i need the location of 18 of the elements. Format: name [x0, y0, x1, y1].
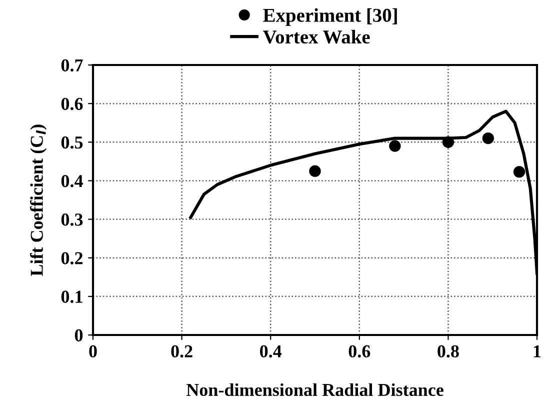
- legend-label: Vortex Wake: [263, 30, 370, 44]
- x-tick-label: 0: [89, 345, 97, 358]
- legend-label: Experiment [30]: [263, 8, 397, 26]
- y-tick-label: 0.2: [61, 252, 82, 264]
- y-tick-label: 0.5: [61, 136, 83, 149]
- x-tick-label: 0.4: [260, 345, 282, 358]
- y-tick-label: 0.4: [61, 174, 83, 188]
- y-tick-label: 0: [74, 329, 83, 342]
- y-tick-label: 0.1: [61, 290, 82, 303]
- y-axis-title: Lift Coefficient (C$_{l}$): [30, 124, 47, 276]
- x-axis-title: Non-dimensional Radial Distance: [186, 383, 444, 396]
- x-tick-label: 0.6: [348, 345, 370, 358]
- y-tick-label: 0.6: [61, 98, 83, 110]
- y-tick-label: 0.7: [61, 59, 83, 72]
- y-tick-label: 0.3: [61, 214, 83, 226]
- x-tick-label: 1: [534, 345, 541, 358]
- x-tick-label: 0.8: [438, 345, 459, 358]
- x-tick-label: 0.2: [171, 345, 192, 358]
